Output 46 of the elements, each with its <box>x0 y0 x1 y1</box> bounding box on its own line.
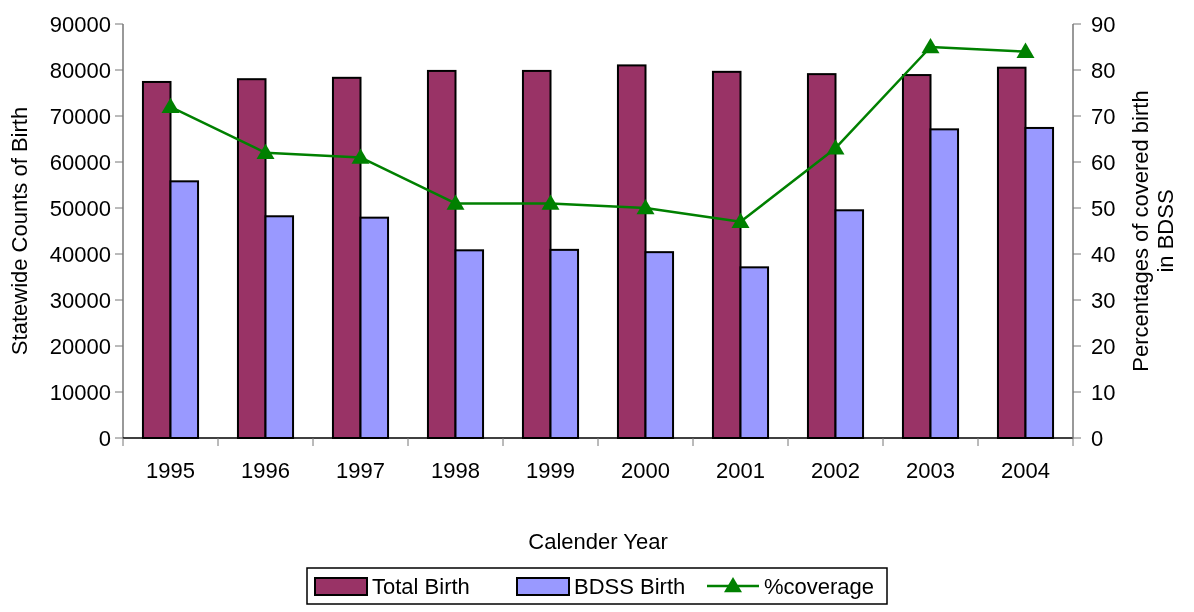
y2-tick-label: 80 <box>1091 57 1116 83</box>
y-tick-label: 10000 <box>49 379 111 405</box>
point <box>826 139 845 155</box>
legend-label: Total Birth <box>372 573 470 599</box>
y2-tick-label: 20 <box>1091 333 1116 359</box>
x-tick-label: 1995 <box>146 458 195 483</box>
x-tick-label: 2002 <box>811 458 860 483</box>
y2-tick-label: 90 <box>1091 11 1116 37</box>
y2-tick-label: 10 <box>1091 379 1116 405</box>
point <box>446 194 465 210</box>
y2-tick-label: 70 <box>1091 103 1116 129</box>
y2-tick-label: 60 <box>1091 149 1116 175</box>
y-tick-label: 50000 <box>49 195 111 221</box>
y2-tick-label: 50 <box>1091 195 1116 221</box>
x-tick-label: 2003 <box>906 458 955 483</box>
legend-label: BDSS Birth <box>574 573 686 599</box>
x-tick-label: 1997 <box>336 458 385 483</box>
y-tick-label: 70000 <box>49 103 111 129</box>
y-axis-title: Statewide Counts of Birth <box>7 106 32 356</box>
point <box>541 194 560 210</box>
y2-tick-label: 0 <box>1091 425 1104 451</box>
x-tick-label: 1996 <box>241 458 290 483</box>
x-axis-title: Calender Year <box>528 529 668 554</box>
x-tick-label: 2000 <box>621 458 670 483</box>
y-tick-label: 20000 <box>49 333 111 359</box>
point <box>161 97 180 114</box>
point <box>256 143 275 160</box>
y2-tick-label: 30 <box>1091 287 1116 313</box>
point <box>921 38 940 54</box>
point <box>636 199 655 215</box>
y-tick-label: 0 <box>98 425 111 451</box>
x-tick-label: 2004 <box>1001 458 1050 483</box>
x-tick-label: 1999 <box>526 458 575 483</box>
y2-axis-title: Percentages of covered birth in BDSS <box>1127 90 1179 372</box>
y-tick-label: 90000 <box>49 11 111 37</box>
x-tick-label: 1998 <box>431 458 480 483</box>
point <box>351 148 370 164</box>
y-tick-label: 40000 <box>49 241 111 267</box>
y2-tick-label: 40 <box>1091 241 1116 267</box>
y-tick-label: 80000 <box>49 57 111 83</box>
x-tick-label: 2001 <box>716 458 765 483</box>
legend-label: %coverage <box>764 573 875 599</box>
y-tick-label: 30000 <box>49 287 111 313</box>
point <box>731 212 750 229</box>
point <box>1016 42 1035 58</box>
y-tick-label: 60000 <box>49 149 111 175</box>
